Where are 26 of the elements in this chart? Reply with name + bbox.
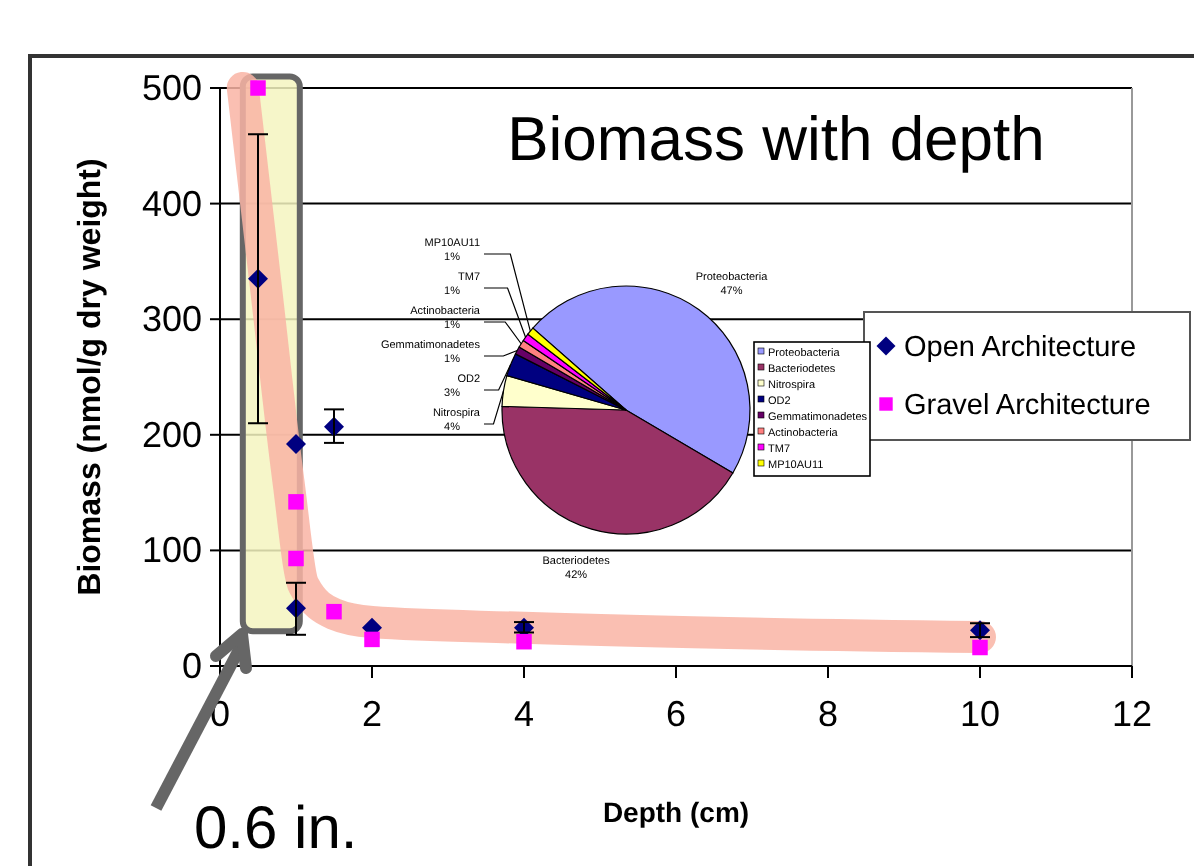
x-tick-label: 10 [959,694,1001,734]
point [288,494,304,510]
text: 0.6 in. [194,796,358,862]
y-tick-label: 200 [141,414,202,455]
point [972,639,988,656]
x-tick-label: 6 [665,694,687,734]
legend-label: Open Architecture [904,332,1137,364]
x-tick-label: 4 [513,694,535,734]
y-tick-label: 0 [181,646,202,686]
chart-title: Biomass with depth [507,104,1045,174]
point [286,434,306,455]
y-axis-title: Biomass (nmol/g dry weight) [74,158,108,596]
legend-label: Gravel Architecture [904,390,1151,422]
x-tick-label: 8 [817,694,839,734]
point [250,80,266,96]
point [288,550,304,567]
x-axis-title: Depth (cm) [602,796,750,828]
point [364,631,380,648]
y-tick-label: 100 [141,530,202,571]
x-tick-label: 12 [1111,694,1153,734]
y-tick-label: 500 [141,68,202,108]
x-tick-label: 2 [361,694,383,734]
y-tick-label: 300 [141,299,202,340]
point [326,603,342,620]
point [516,633,532,650]
y-tick-label: 400 [141,183,202,224]
